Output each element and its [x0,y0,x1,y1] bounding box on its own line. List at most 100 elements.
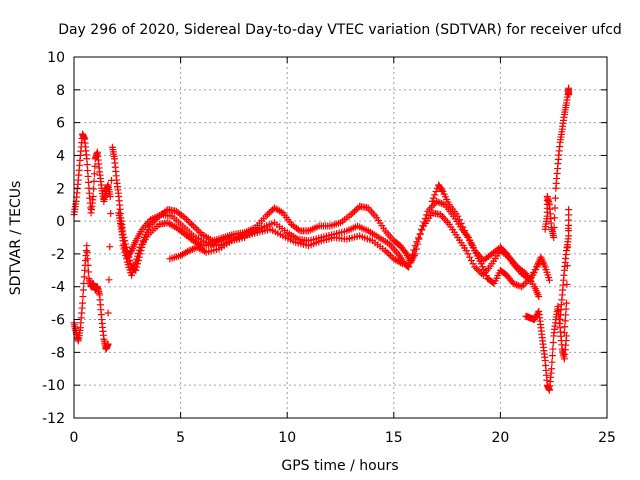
y-tick-label: 4 [56,148,65,164]
data-point [428,197,436,205]
data-point [84,261,92,269]
data-point [90,177,98,185]
data-point [467,256,475,264]
data-point [184,217,192,225]
data-point [183,215,191,223]
data-point [349,209,357,217]
data-point [196,229,204,237]
series-track-d [119,209,543,301]
data-point [519,281,527,289]
data-point [84,167,92,175]
data-point [406,259,414,267]
data-point [132,258,140,266]
data-point [120,240,128,248]
data-point [385,250,393,258]
data-point [509,279,517,287]
data-point [548,358,556,366]
data-point [564,224,572,232]
x-tick-label: 25 [598,430,616,446]
data-point [352,206,360,214]
data-point [532,312,540,320]
data-point [413,238,421,246]
y-tick-label: 8 [56,83,65,99]
data-point [195,227,203,235]
data-point [83,242,91,250]
data-point [455,216,463,224]
data-point [187,246,195,254]
data-point [562,311,570,319]
grid-lines [74,57,607,418]
data-point [80,279,88,287]
data-point [79,293,87,301]
y-tick-label: -12 [42,411,65,427]
data-point [562,305,570,313]
data-point [83,155,91,163]
data-point [106,192,114,200]
data-point [265,209,273,217]
data-point [469,260,477,268]
data-point [551,214,559,222]
data-point [79,299,87,307]
series-track-i [556,206,573,337]
x-tick-label: 10 [278,430,296,446]
data-point [551,204,559,212]
data-point [104,340,112,348]
data-point [189,245,197,253]
plot-frame [73,56,608,419]
y-tick-label: -4 [51,280,65,296]
data-point [183,248,191,256]
data-point [461,227,469,235]
data-point [411,242,419,250]
data-point [83,248,91,256]
y-tick-label: -10 [42,378,65,394]
data-point [511,280,519,288]
data-point [548,365,556,373]
series-track-f [428,181,553,284]
data-point [439,200,447,208]
data-point [518,283,526,291]
data-point [549,345,557,353]
data-point [464,250,472,258]
data-point [90,185,98,193]
data-point [476,268,484,276]
data-point [409,250,417,258]
series-track-a [70,130,114,219]
data-point [106,243,114,251]
x-axis-label: GPS time / hours [281,458,398,474]
data-point [267,207,275,215]
data-point [549,339,557,347]
data-point [561,317,569,325]
data-point [563,280,571,288]
data-point [563,262,571,270]
x-tick-label: 20 [491,430,509,446]
data-point [469,243,477,251]
data-point [122,247,130,255]
data-point [134,249,142,257]
data-point [397,259,405,267]
data-point [347,211,355,219]
y-tick-label: -6 [51,313,65,329]
data-point [119,237,127,245]
data-point [410,246,418,254]
data-point [264,211,272,219]
data-point [466,237,474,245]
data-point [416,230,424,238]
data-point [186,219,194,227]
data-point [415,234,423,242]
data-point [189,222,197,230]
y-axis-label: SDTVAR / TECUs [8,181,24,296]
data-point [403,250,411,258]
data-point [525,275,533,283]
data-point [560,329,568,337]
data-point [381,247,389,255]
data-point [80,273,88,281]
data-point [386,252,394,260]
data-point [185,247,193,255]
data-point [438,199,446,207]
data-point [561,323,569,331]
data-point [79,286,87,294]
data-point [83,161,91,169]
data-point [403,262,411,270]
y-tick-label: -8 [51,345,65,361]
data-point [478,270,486,278]
